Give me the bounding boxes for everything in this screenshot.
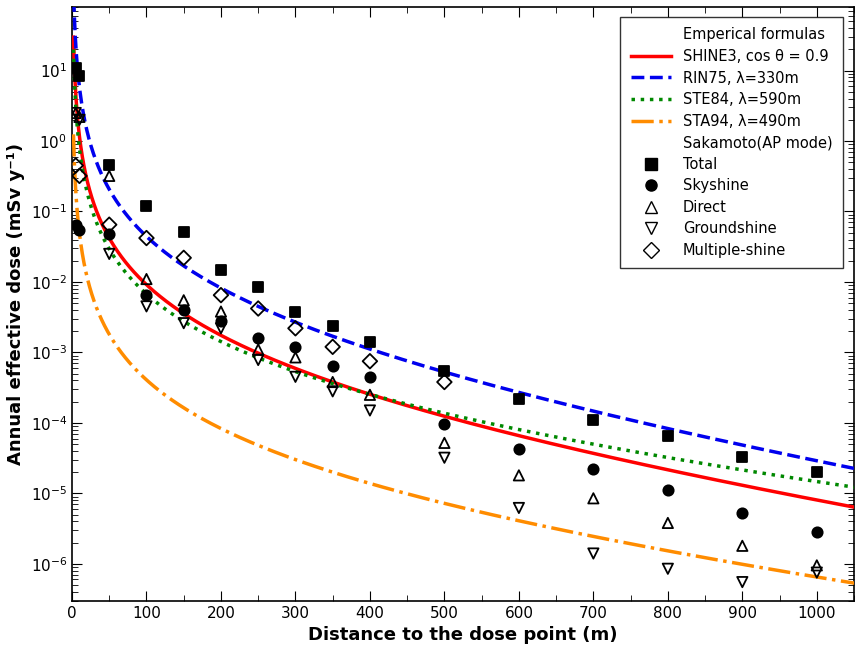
Point: [810, 467, 824, 477]
Point: [661, 564, 675, 574]
Point: [288, 323, 302, 333]
Point: [72, 171, 86, 181]
Point: [363, 337, 377, 348]
Point: [363, 390, 377, 400]
Point: [512, 444, 526, 454]
Point: [177, 295, 190, 305]
Point: [437, 437, 451, 448]
Point: [139, 233, 153, 243]
Point: [512, 394, 526, 404]
Point: [661, 485, 675, 495]
Point: [325, 342, 339, 352]
Point: [735, 540, 749, 551]
Point: [102, 249, 116, 259]
Point: [102, 171, 116, 181]
Point: [139, 274, 153, 284]
Point: [363, 356, 377, 367]
Point: [437, 377, 451, 387]
Point: [214, 264, 228, 275]
Point: [437, 419, 451, 430]
Point: [437, 365, 451, 376]
Point: [139, 201, 153, 211]
Point: [512, 503, 526, 513]
Point: [139, 290, 153, 300]
Point: [214, 316, 228, 326]
Point: [288, 307, 302, 317]
Point: [251, 303, 265, 314]
Point: [363, 372, 377, 382]
Point: [437, 452, 451, 463]
Point: [251, 282, 265, 292]
Point: [325, 377, 339, 387]
Point: [288, 372, 302, 382]
Point: [810, 560, 824, 570]
Point: [586, 548, 600, 559]
Point: [69, 62, 83, 73]
Point: [586, 415, 600, 425]
Point: [251, 344, 265, 355]
Point: [735, 508, 749, 519]
Point: [251, 355, 265, 365]
Point: [214, 323, 228, 333]
Point: [177, 318, 190, 328]
Point: [69, 160, 83, 171]
Point: [661, 431, 675, 441]
Point: [102, 219, 116, 230]
Point: [363, 406, 377, 416]
Point: [69, 108, 83, 118]
X-axis label: Distance to the dose point (m): Distance to the dose point (m): [308, 626, 618, 644]
Point: [139, 301, 153, 312]
Point: [586, 464, 600, 475]
Point: [102, 229, 116, 239]
Legend: Emperical formulas, SHINE3, cos θ = 0.9, RIN75, λ=330m, STE84, λ=590m, STA94, λ=: Emperical formulas, SHINE3, cos θ = 0.9,…: [620, 17, 843, 268]
Point: [325, 320, 339, 331]
Point: [177, 305, 190, 315]
Point: [810, 527, 824, 538]
Point: [325, 386, 339, 396]
Point: [69, 108, 83, 118]
Point: [72, 225, 86, 235]
Point: [661, 518, 675, 528]
Point: [102, 160, 116, 171]
Point: [735, 452, 749, 462]
Point: [586, 493, 600, 503]
Y-axis label: Annual effective dose (mSv y⁻¹): Annual effective dose (mSv y⁻¹): [7, 143, 25, 465]
Point: [72, 115, 86, 125]
Point: [69, 219, 83, 230]
Point: [177, 227, 190, 237]
Point: [325, 361, 339, 371]
Point: [177, 253, 190, 263]
Point: [288, 352, 302, 363]
Point: [72, 70, 86, 81]
Point: [214, 290, 228, 300]
Point: [251, 333, 265, 343]
Point: [72, 112, 86, 122]
Point: [512, 470, 526, 480]
Point: [735, 577, 749, 587]
Point: [810, 568, 824, 578]
Point: [288, 342, 302, 352]
Point: [214, 307, 228, 317]
